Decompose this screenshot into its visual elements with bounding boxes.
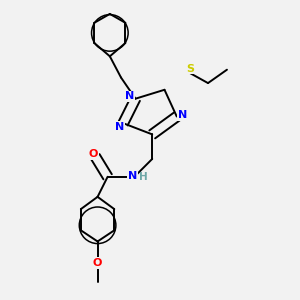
- Text: N: N: [125, 92, 134, 101]
- Text: S: S: [186, 64, 194, 74]
- Text: O: O: [88, 149, 98, 160]
- Text: H: H: [139, 172, 148, 182]
- Text: N: N: [128, 171, 137, 181]
- Text: O: O: [93, 258, 102, 268]
- Text: N: N: [178, 110, 187, 120]
- Text: N: N: [115, 122, 124, 132]
